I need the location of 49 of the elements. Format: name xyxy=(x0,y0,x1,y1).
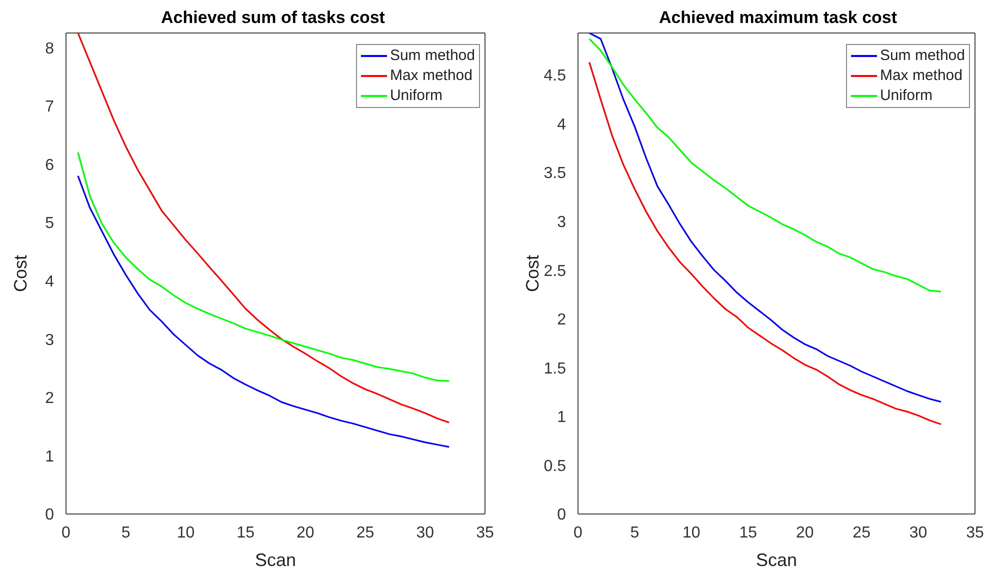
y-tick-label: 4 xyxy=(45,273,54,290)
legend-label: Uniform xyxy=(390,86,442,106)
y-tick-label: 3 xyxy=(557,214,566,231)
x-axis-title: Scan xyxy=(254,550,296,570)
legend-label: Sum method xyxy=(880,46,965,66)
y-tick-label: 2.5 xyxy=(544,262,566,280)
y-tick-label: 0 xyxy=(557,506,566,524)
y-tick-label: 8 xyxy=(45,40,54,58)
x-tick-label: 30 xyxy=(416,524,434,542)
y-tick-label: 3.5 xyxy=(544,165,566,182)
x-tick-label: 35 xyxy=(966,524,984,542)
x-tick-label: 15 xyxy=(236,524,255,542)
x-tick-label: 25 xyxy=(852,524,871,542)
x-tick-label: 10 xyxy=(682,524,700,542)
y-tick-label: 4 xyxy=(557,116,566,134)
y-tick-label: 0 xyxy=(45,506,54,524)
y-tick-label: 1 xyxy=(45,448,54,466)
x-tick-label: 20 xyxy=(796,524,814,542)
y-tick-label: 0.5 xyxy=(544,458,566,475)
x-tick-label: 30 xyxy=(909,524,928,542)
legend-label: Uniform xyxy=(880,86,932,106)
x-tick-label: 15 xyxy=(739,524,758,542)
chart-title: Achieved sum of tasks cost xyxy=(160,8,386,29)
y-tick-label: 2 xyxy=(557,312,566,329)
y-axis-title: Cost xyxy=(522,254,542,292)
line-series xyxy=(77,175,450,448)
x-axis-title: Scan xyxy=(756,550,798,570)
line-series xyxy=(77,152,450,382)
y-tick-label: 1 xyxy=(557,409,566,426)
x-tick-label: 0 xyxy=(574,524,583,542)
y-tick-label: 1.5 xyxy=(544,360,566,378)
y-tick-label: 7 xyxy=(45,98,54,116)
y-axis-title: Cost xyxy=(10,254,30,292)
legend-label: Sum method xyxy=(390,46,475,66)
legend-label: Max method xyxy=(880,66,962,86)
y-tick-label: 3 xyxy=(45,332,54,349)
y-tick-label: 6 xyxy=(45,156,54,174)
chart-title: Achieved maximum task cost xyxy=(658,8,898,29)
y-tick-label: 2 xyxy=(45,390,54,408)
y-tick-label: 4.5 xyxy=(544,68,566,85)
legend-label: Max method xyxy=(390,66,472,86)
x-tick-label: 25 xyxy=(356,524,374,542)
x-tick-label: 20 xyxy=(296,524,314,542)
x-tick-label: 0 xyxy=(62,524,71,542)
x-tick-label: 35 xyxy=(476,524,494,542)
x-tick-label: 10 xyxy=(176,524,195,542)
y-tick-label: 5 xyxy=(45,215,54,232)
x-tick-label: 5 xyxy=(121,524,130,542)
x-tick-label: 5 xyxy=(630,524,640,542)
